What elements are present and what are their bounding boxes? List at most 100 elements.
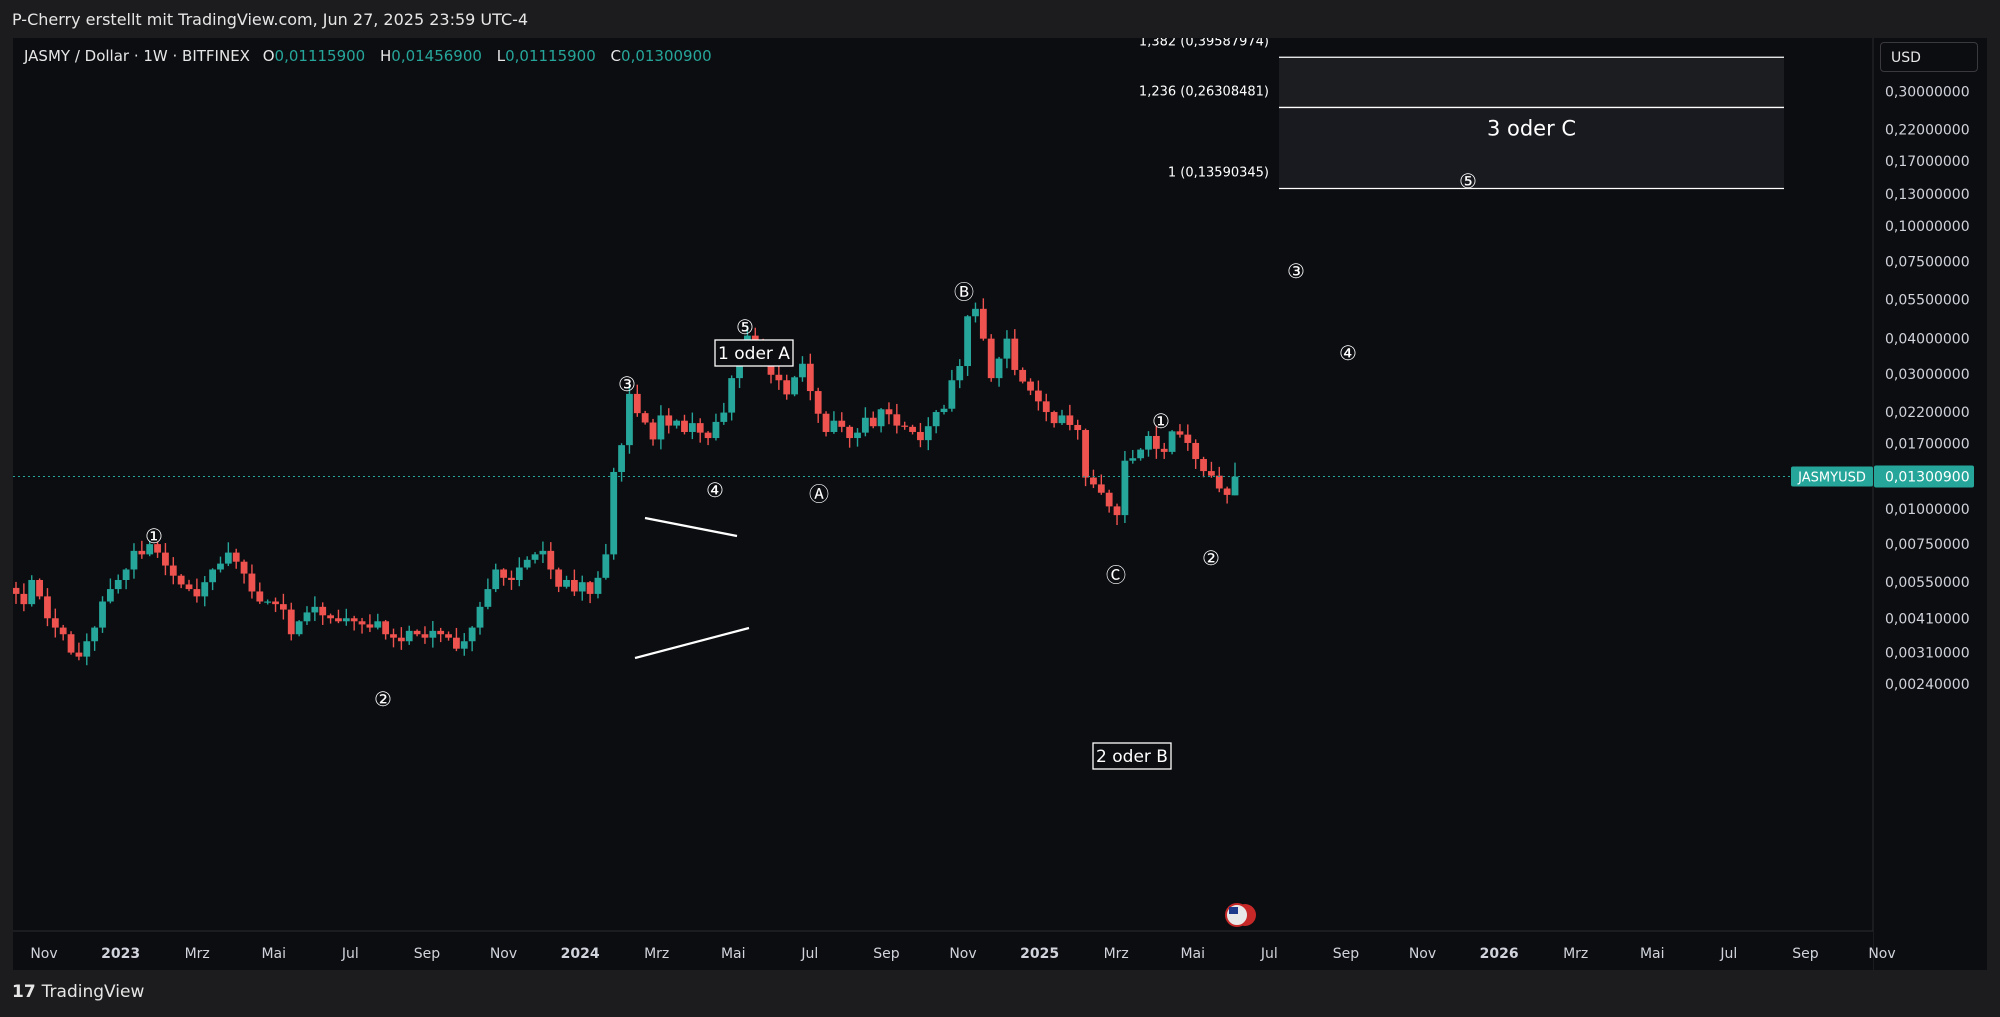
candle-body [869, 417, 877, 427]
candle-body [287, 609, 295, 635]
candle-body [696, 423, 704, 433]
time-tick-label: Nov [490, 946, 517, 962]
candle-body [523, 559, 531, 568]
high-label: H [380, 47, 392, 65]
close-label: C [610, 47, 622, 65]
candle-body [547, 550, 555, 570]
candle-body [75, 652, 83, 657]
candle-body [413, 630, 421, 635]
tradingview-logo[interactable]: 17 TradingView [12, 982, 144, 1002]
top-bar: P-Cherry erstellt mit TradingView.com, J… [0, 0, 2000, 38]
candle-body [405, 630, 413, 642]
chart-area[interactable]: 0,400000000,300000000,220000000,17000000… [13, 38, 1987, 970]
candle-body [956, 366, 964, 381]
price-tick-label: 0,22000000 [1885, 122, 1970, 138]
low-label: L [496, 47, 506, 65]
candle-body [319, 606, 327, 616]
candle-body [1105, 492, 1113, 507]
time-tick-label: Nov [1868, 946, 1895, 962]
wave-mark: Ⓐ [809, 482, 829, 506]
fib-level-label: 1,382 (0,39587974) [1139, 38, 1269, 49]
time-axis[interactable]: Nov 2023 Mrz Mai Jul Sep Nov 2024 Mrz Mai Jul Sep No… [13, 930, 1896, 970]
candle-body [657, 415, 665, 440]
price-tick-label: 0,05500000 [1885, 293, 1970, 309]
price-axis[interactable]: 0,400000000,300000000,220000000,17000000… [1872, 38, 1987, 970]
time-tick-label: Mrz [644, 946, 669, 962]
candle-body [1050, 412, 1058, 424]
fib-zone-lower [1279, 107, 1784, 189]
wave-count-label-box [714, 339, 794, 367]
price-tick-label: 0,04000000 [1885, 332, 1970, 348]
candle-body [570, 579, 578, 592]
time-tick-label: Nov [1409, 946, 1436, 962]
candle-body [901, 425, 909, 427]
candle-body [979, 308, 987, 339]
candle-body [641, 413, 649, 423]
candle-body [311, 606, 319, 613]
symbol-name[interactable]: JASMY / Dollar · 1W · BITFINEX [24, 47, 250, 65]
candle-body [397, 637, 405, 642]
candle-body [539, 550, 547, 555]
price-tick-label: 0,30000000 [1885, 84, 1970, 100]
price-tick-label: 0,03000000 [1885, 367, 1970, 383]
price-tick-label: 0,13000000 [1885, 187, 1970, 203]
candle-body [1042, 401, 1050, 413]
price-chart[interactable]: 0,400000000,300000000,220000000,17000000… [13, 38, 1987, 970]
candle-body [437, 630, 445, 635]
time-tick-label: Mai [261, 946, 286, 962]
candle-body [272, 601, 279, 605]
candle-body [51, 618, 59, 628]
candle-body [626, 393, 633, 446]
wave-mark: ① [145, 524, 163, 548]
currency-button[interactable]: USD [1880, 42, 1978, 72]
triangle-upper-line [644, 516, 738, 538]
fib-extension-box[interactable]: 1,382 (0,39587974) 1,236 (0,26308481) 1 (0… [1139, 38, 1784, 190]
candle-body [846, 426, 854, 439]
candle-body [500, 569, 507, 578]
time-tick-label: Nov [949, 946, 976, 962]
wave-mark: Ⓑ [954, 280, 974, 304]
time-tick-label: Mrz [1563, 946, 1588, 962]
price-tick-label: 0,00240000 [1885, 677, 1970, 693]
candle-body [382, 621, 390, 635]
candle-body [602, 554, 610, 578]
candle-body [972, 308, 979, 317]
candle-body [492, 569, 500, 590]
fib-level-label: 1 (0,13590345) [1168, 166, 1269, 181]
price-tick-label: 0,00750000 [1885, 537, 1970, 553]
candle-body [1090, 477, 1097, 485]
candle-body [515, 567, 523, 580]
candle-body [917, 431, 924, 441]
wave-mark: ⑤ [736, 315, 754, 339]
candle-body [99, 601, 106, 628]
candle-body [995, 358, 1003, 379]
time-tick-label: Sep [1792, 946, 1819, 962]
price-tick-label: 0,10000000 [1885, 219, 1970, 235]
time-tick-label: Mai [1180, 946, 1205, 962]
time-tick-label: Sep [1333, 946, 1360, 962]
candle-body [83, 641, 91, 657]
candle-body [358, 621, 366, 625]
annotations[interactable]: JASMYUSD 0,01300900 1 oder A 2 oder B ① ② ③ ④ ⑤ Ⓐ… [145, 169, 1974, 927]
wave-mark: Ⓒ [1106, 563, 1126, 587]
candle-body [44, 596, 51, 619]
candle-body [342, 618, 350, 622]
candle-body [594, 577, 602, 594]
candle-body [122, 569, 130, 580]
candle-body [1097, 484, 1105, 493]
candle-body [1223, 488, 1231, 495]
time-tick-label: Sep [414, 946, 441, 962]
open-label: O [262, 47, 275, 65]
candle-body [185, 584, 193, 590]
wave-count-label-box [1092, 742, 1172, 770]
symbol-legend[interactable]: JASMY / Dollar · 1W · BITFINEX O0,011159… [24, 47, 722, 65]
candle-body [13, 587, 20, 594]
candle-body [429, 630, 437, 638]
candle-body [633, 393, 641, 414]
candle-body [232, 552, 240, 562]
candle-body [193, 589, 201, 597]
candle-body [146, 544, 154, 555]
price-tick-label: 0,00310000 [1885, 646, 1970, 662]
time-tick-label: 2025 [1020, 946, 1059, 962]
candle-body [1066, 415, 1074, 425]
